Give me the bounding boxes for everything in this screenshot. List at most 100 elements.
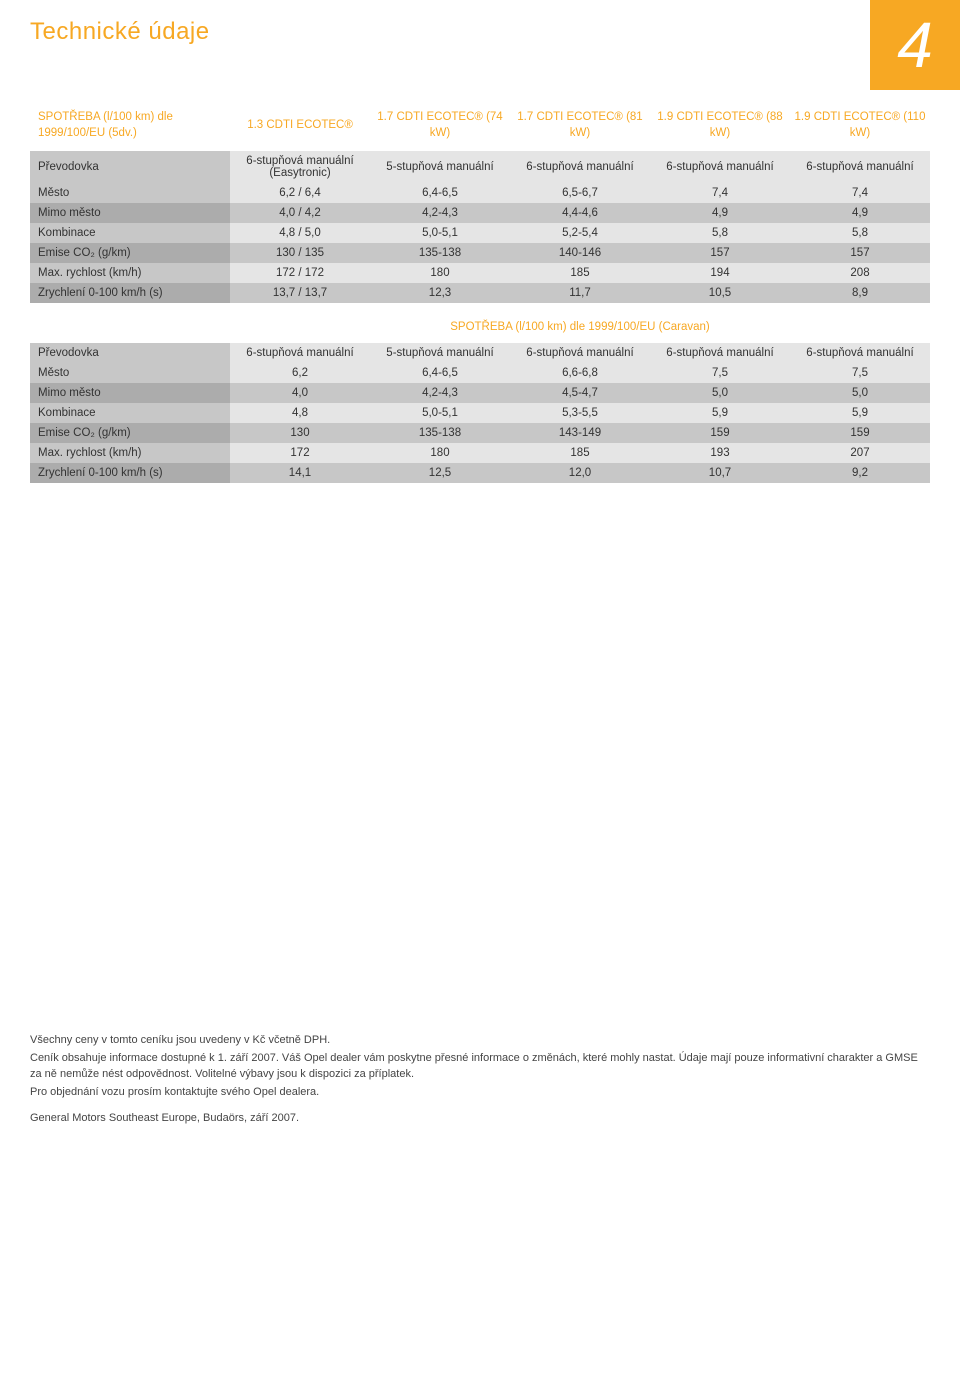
table-row: Zrychlení 0-100 km/h (s)14,112,512,010,7… xyxy=(30,463,930,483)
data-cell: 157 xyxy=(650,243,790,263)
data-cell: 7,4 xyxy=(650,183,790,203)
data-cell: 4,2-4,3 xyxy=(370,203,510,223)
data-cell: 5,0-5,1 xyxy=(370,223,510,243)
row-label: Kombinace xyxy=(30,223,230,243)
gearbox-row: Převodovka 6-stupňová manuální (Easytron… xyxy=(30,151,930,183)
page-number: 4 xyxy=(870,0,960,90)
data-cell: 5,3-5,5 xyxy=(510,403,650,423)
table-row: Kombinace4,85,0-5,15,3-5,55,95,9 xyxy=(30,403,930,423)
data-cell: 159 xyxy=(790,423,930,443)
footer-line: Ceník obsahuje informace dostupné k 1. z… xyxy=(30,1051,930,1083)
gearbox-cell: 6-stupňová manuální xyxy=(790,343,930,363)
gearbox-cell: 5-stupňová manuální xyxy=(370,343,510,363)
row-label: Zrychlení 0-100 km/h (s) xyxy=(30,283,230,303)
data-cell: 194 xyxy=(650,263,790,283)
page-title: Technické údaje xyxy=(0,0,240,90)
data-cell: 185 xyxy=(510,263,650,283)
data-cell: 185 xyxy=(510,443,650,463)
gearbox-cell: 6-stupňová manuální xyxy=(790,151,930,183)
data-cell: 5,0 xyxy=(790,383,930,403)
data-cell: 7,4 xyxy=(790,183,930,203)
data-cell: 9,2 xyxy=(790,463,930,483)
data-cell: 4,8 / 5,0 xyxy=(230,223,370,243)
gearbox-cell: 6-stupňová manuální xyxy=(650,151,790,183)
gearbox-row: Převodovka 6-stupňová manuální 5-stupňov… xyxy=(30,343,930,363)
table-row: Emise CO₂ (g/km)130 / 135135-138140-1461… xyxy=(30,243,930,263)
gearbox-cell: 5-stupňová manuální xyxy=(370,151,510,183)
data-cell: 4,0 / 4,2 xyxy=(230,203,370,223)
row-label: Mimo město xyxy=(30,203,230,223)
page-header: Technické údaje 4 xyxy=(0,0,960,90)
data-cell: 8,9 xyxy=(790,283,930,303)
data-cell: 6,4-6,5 xyxy=(370,183,510,203)
table-row: Kombinace4,8 / 5,05,0-5,15,2-5,45,85,8 xyxy=(30,223,930,243)
data-cell: 5,8 xyxy=(650,223,790,243)
footer-line: Všechny ceny v tomto ceníku jsou uvedeny… xyxy=(30,1033,930,1049)
row-label: Kombinace xyxy=(30,403,230,423)
data-cell: 14,1 xyxy=(230,463,370,483)
row-label: Město xyxy=(30,363,230,383)
data-cell: 4,4-4,6 xyxy=(510,203,650,223)
data-cell: 172 xyxy=(230,443,370,463)
data-cell: 5,9 xyxy=(790,403,930,423)
gearbox-cell: 6-stupňová manuální xyxy=(510,151,650,183)
row-label: Emise CO₂ (g/km) xyxy=(30,423,230,443)
gearbox-label: Převodovka xyxy=(30,343,230,363)
data-cell: 143-149 xyxy=(510,423,650,443)
spec-table-caravan: SPOTŘEBA (l/100 km) dle 1999/100/EU (Car… xyxy=(30,311,930,483)
table-row: Emise CO₂ (g/km)130135-138143-149159159 xyxy=(30,423,930,443)
row-label: Zrychlení 0-100 km/h (s) xyxy=(30,463,230,483)
spec-table-5dv: SPOTŘEBA (l/100 km) dle 1999/100/EU (5dv… xyxy=(30,100,930,303)
table-row: Mimo město4,0 / 4,24,2-4,34,4-4,64,94,9 xyxy=(30,203,930,223)
data-cell: 5,2-5,4 xyxy=(510,223,650,243)
data-cell: 5,8 xyxy=(790,223,930,243)
data-cell: 135-138 xyxy=(370,423,510,443)
data-cell: 4,5-4,7 xyxy=(510,383,650,403)
row-label: Max. rychlost (km/h) xyxy=(30,443,230,463)
content-area: SPOTŘEBA (l/100 km) dle 1999/100/EU (5dv… xyxy=(0,90,960,513)
data-cell: 6,6-6,8 xyxy=(510,363,650,383)
data-cell: 5,0-5,1 xyxy=(370,403,510,423)
gearbox-label: Převodovka xyxy=(30,151,230,183)
gearbox-cell: 6-stupňová manuální xyxy=(510,343,650,363)
table-row: Město6,2 / 6,46,4-6,56,5-6,77,47,4 xyxy=(30,183,930,203)
col-header: 1.7 CDTI ECOTEC® (81 kW) xyxy=(510,100,650,151)
gearbox-cell: 6-stupňová manuální xyxy=(650,343,790,363)
table-head-row: SPOTŘEBA (l/100 km) dle 1999/100/EU (5dv… xyxy=(30,100,930,151)
row-label: Emise CO₂ (g/km) xyxy=(30,243,230,263)
data-cell: 10,5 xyxy=(650,283,790,303)
table2-banner-row: SPOTŘEBA (l/100 km) dle 1999/100/EU (Car… xyxy=(30,311,930,343)
data-cell: 4,0 xyxy=(230,383,370,403)
data-cell: 208 xyxy=(790,263,930,283)
data-cell: 11,7 xyxy=(510,283,650,303)
data-cell: 4,8 xyxy=(230,403,370,423)
data-cell: 7,5 xyxy=(650,363,790,383)
data-cell: 6,5-6,7 xyxy=(510,183,650,203)
row-label: Max. rychlost (km/h) xyxy=(30,263,230,283)
data-cell: 130 xyxy=(230,423,370,443)
data-cell: 135-138 xyxy=(370,243,510,263)
data-cell: 4,9 xyxy=(650,203,790,223)
col-header: 1.9 CDTI ECOTEC® (110 kW) xyxy=(790,100,930,151)
data-cell: 6,4-6,5 xyxy=(370,363,510,383)
gearbox-cell: 6-stupňová manuální xyxy=(230,343,370,363)
table-row: Město6,26,4-6,56,6-6,87,57,5 xyxy=(30,363,930,383)
data-cell: 10,7 xyxy=(650,463,790,483)
table-row: Max. rychlost (km/h)172180185193207 xyxy=(30,443,930,463)
data-cell: 207 xyxy=(790,443,930,463)
data-cell: 172 / 172 xyxy=(230,263,370,283)
data-cell: 157 xyxy=(790,243,930,263)
data-cell: 180 xyxy=(370,443,510,463)
data-cell: 4,9 xyxy=(790,203,930,223)
row-label: Mimo město xyxy=(30,383,230,403)
row-label: Město xyxy=(30,183,230,203)
footer-line: General Motors Southeast Europe, Budaörs… xyxy=(30,1111,930,1127)
table-row: Max. rychlost (km/h)172 / 17218018519420… xyxy=(30,263,930,283)
data-cell: 7,5 xyxy=(790,363,930,383)
gearbox-cell: 6-stupňová manuální (Easytronic) xyxy=(230,151,370,183)
data-cell: 180 xyxy=(370,263,510,283)
data-cell: 12,0 xyxy=(510,463,650,483)
data-cell: 12,5 xyxy=(370,463,510,483)
col-header: 1.7 CDTI ECOTEC® (74 kW) xyxy=(370,100,510,151)
data-cell: 5,0 xyxy=(650,383,790,403)
